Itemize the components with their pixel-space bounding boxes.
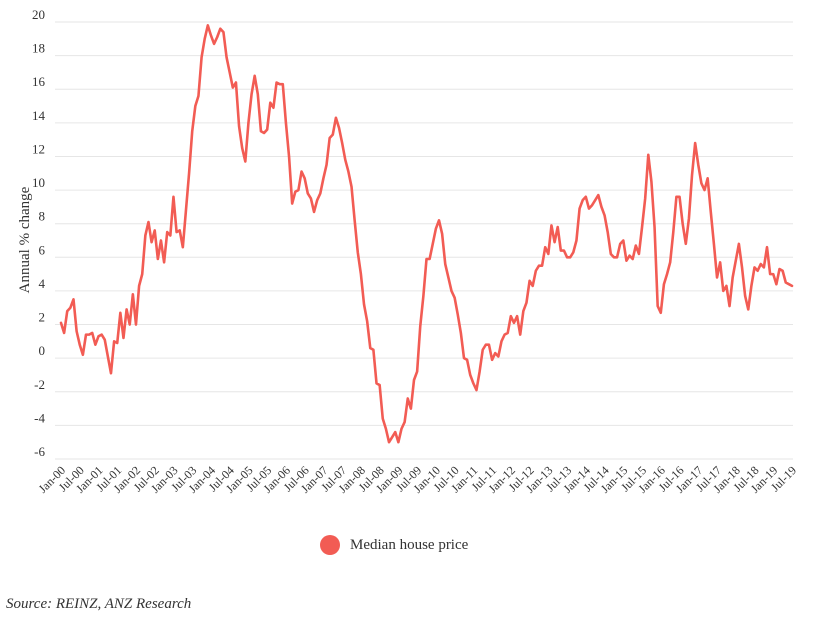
legend-swatch-median-house-price [320, 535, 340, 555]
y-tick-label: 6 [39, 242, 46, 257]
y-tick-label: -6 [34, 444, 45, 459]
y-tick-label: -4 [34, 410, 45, 425]
y-tick-label: 14 [32, 108, 46, 123]
series-layer [59, 24, 794, 444]
legend[interactable]: Median house price [320, 535, 468, 555]
legend-label-median-house-price: Median house price [350, 536, 469, 553]
y-tick-label: 16 [32, 74, 46, 89]
y-tick-label: 18 [32, 41, 45, 56]
gridlines [55, 21, 793, 460]
y-axis-title: Annual % change [17, 186, 33, 293]
y-tick-label: 8 [39, 209, 46, 224]
y-tick-label: 2 [39, 310, 46, 325]
y-tick-label: 10 [32, 175, 45, 190]
y-tick-label: 4 [39, 276, 46, 291]
y-tick-label: -2 [34, 377, 45, 392]
y-tick-label: 12 [32, 141, 45, 156]
y-tick-label: 0 [39, 343, 46, 358]
x-axis-ticks: Jan-00Jul-00Jan-01Jul-01Jan-02Jul-02Jan-… [36, 463, 800, 496]
series-line-median-house-price [59, 24, 794, 444]
source-note: Source: REINZ, ANZ Research [6, 596, 192, 612]
y-tick-label: 20 [32, 7, 45, 22]
